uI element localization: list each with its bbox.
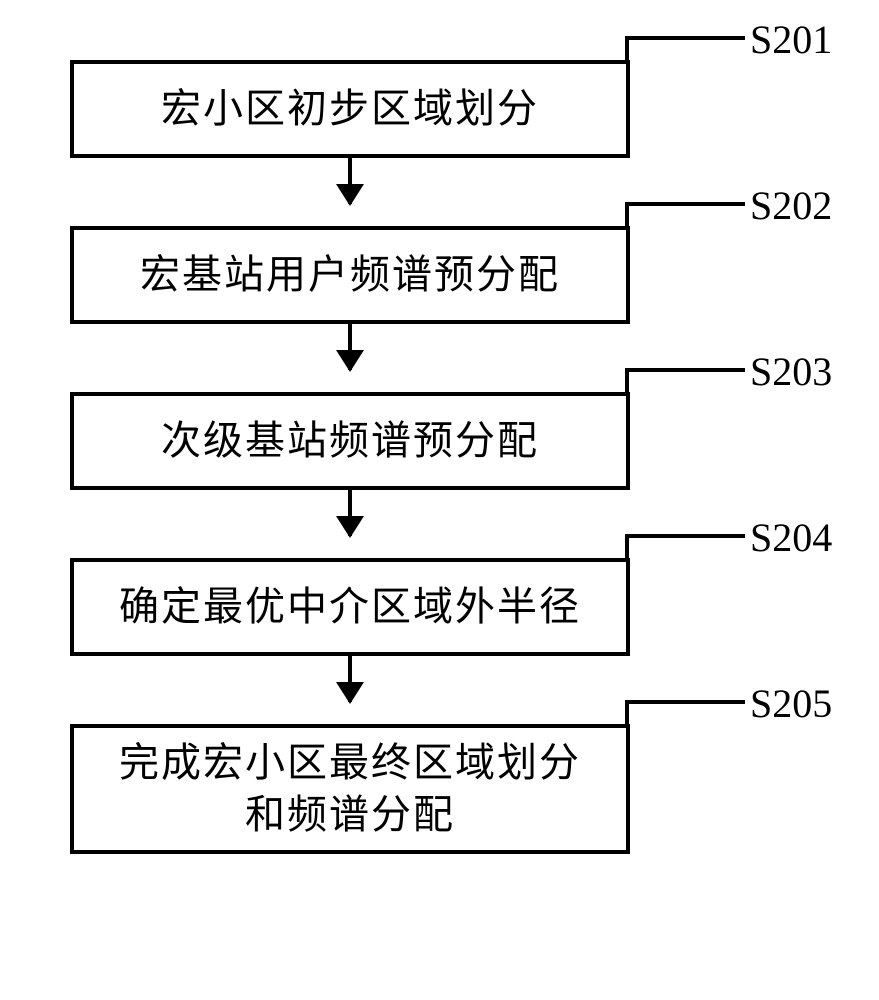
connector-s203 [625,368,745,396]
step-text-s204: 确定最优中介区域外半径 [119,581,581,633]
connector-s205 [625,700,745,728]
step-s202: 宏基站用户频谱预分配 S202 [70,226,630,324]
step-s201: 宏小区初步区域划分 S201 [70,60,630,158]
step-text-s203: 次级基站频谱预分配 [161,415,539,467]
arrow-s203 [348,490,352,536]
arrow-s201 [348,158,352,204]
step-text-s201: 宏小区初步区域划分 [161,83,539,135]
step-box-s204: 确定最优中介区域外半径 [70,558,630,656]
flowchart-container: 宏小区初步区域划分 S201 宏基站用户频谱预分配 S202 次级基站频谱预分配… [70,60,810,854]
step-s203: 次级基站频谱预分配 S203 [70,392,630,490]
step-label-s202: S202 [750,182,832,229]
connector-s201 [625,36,745,64]
step-label-s203: S203 [750,348,832,395]
step-label-s205: S205 [750,680,832,727]
arrow-s204 [348,656,352,702]
step-text-s205: 完成宏小区最终区域划分和频谱分配 [104,737,596,841]
connector-s202 [625,202,745,230]
step-box-s201: 宏小区初步区域划分 [70,60,630,158]
arrow-s202 [348,324,352,370]
connector-s204 [625,534,745,562]
step-label-s204: S204 [750,514,832,561]
step-box-s203: 次级基站频谱预分配 [70,392,630,490]
step-label-s201: S201 [750,16,832,63]
step-s205: 完成宏小区最终区域划分和频谱分配 S205 [70,724,630,854]
step-box-s205: 完成宏小区最终区域划分和频谱分配 [70,724,630,854]
step-text-s202: 宏基站用户频谱预分配 [140,249,560,301]
step-s204: 确定最优中介区域外半径 S204 [70,558,630,656]
step-box-s202: 宏基站用户频谱预分配 [70,226,630,324]
